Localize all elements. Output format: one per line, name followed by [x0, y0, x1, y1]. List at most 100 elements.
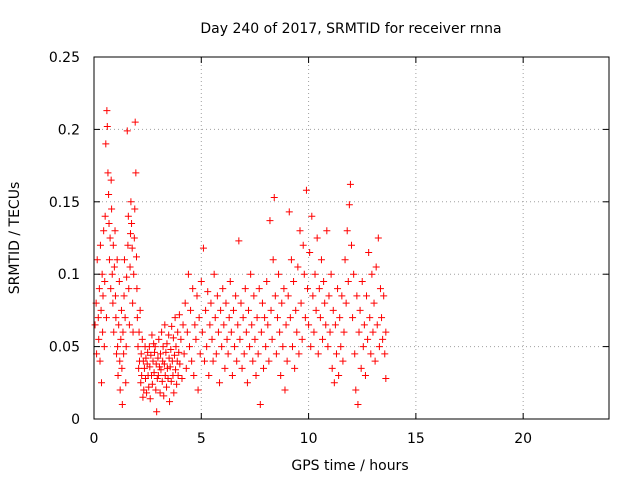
data-point	[150, 369, 158, 377]
data-point	[268, 335, 276, 343]
data-point	[357, 364, 365, 372]
y-tick-label: 0.2	[58, 122, 80, 138]
data-point	[224, 350, 232, 358]
data-point	[116, 357, 124, 365]
data-point	[118, 401, 126, 409]
data-point	[130, 270, 138, 278]
data-point	[241, 285, 249, 293]
data-point	[344, 277, 352, 285]
data-point	[380, 292, 388, 300]
data-point	[311, 270, 319, 278]
data-point	[110, 263, 118, 271]
data-point	[170, 351, 178, 359]
data-point	[102, 140, 110, 148]
data-points	[91, 107, 390, 416]
data-point	[159, 343, 167, 351]
data-point	[378, 314, 386, 322]
data-point	[146, 395, 154, 403]
data-point	[162, 348, 170, 356]
data-point	[192, 335, 200, 343]
data-point	[252, 372, 260, 380]
data-point	[188, 357, 196, 365]
data-point	[214, 328, 222, 336]
data-point	[167, 377, 175, 385]
data-point	[210, 270, 218, 278]
data-point	[113, 256, 121, 264]
data-point	[149, 357, 157, 365]
data-point	[314, 350, 322, 358]
data-point	[132, 253, 140, 261]
data-point	[293, 328, 301, 336]
data-point	[171, 314, 179, 322]
data-point	[203, 343, 211, 351]
data-point	[326, 328, 334, 336]
data-point	[117, 306, 125, 314]
data-point	[337, 343, 345, 351]
data-point	[299, 241, 307, 249]
data-point	[317, 256, 325, 264]
data-point	[313, 234, 321, 242]
data-point	[193, 292, 201, 300]
data-point	[374, 234, 382, 242]
data-point	[263, 277, 271, 285]
chart-title: Day 240 of 2017, SRMTID for receiver rnn…	[200, 21, 501, 37]
data-point	[227, 328, 235, 336]
data-point	[349, 314, 357, 322]
data-point	[183, 328, 191, 336]
data-point	[361, 372, 369, 380]
data-point	[140, 364, 148, 372]
data-point	[139, 393, 147, 401]
data-point	[358, 277, 366, 285]
data-point	[239, 314, 247, 322]
data-point	[201, 357, 209, 365]
data-point	[356, 306, 364, 314]
data-point	[134, 343, 142, 351]
data-point	[345, 201, 353, 209]
data-point	[275, 270, 283, 278]
data-point	[180, 350, 188, 358]
data-point	[341, 256, 349, 264]
data-point	[94, 314, 102, 322]
data-point	[123, 273, 131, 281]
data-point	[226, 277, 234, 285]
data-point	[175, 348, 183, 356]
x-tick-label: 15	[407, 431, 425, 447]
data-point	[114, 343, 122, 351]
data-point	[269, 256, 277, 264]
data-point	[237, 299, 245, 307]
data-point	[343, 227, 351, 235]
data-point	[115, 277, 123, 285]
data-point	[373, 321, 381, 329]
data-point	[99, 292, 107, 300]
data-point	[151, 343, 159, 351]
data-point	[327, 270, 335, 278]
data-point	[355, 328, 363, 336]
data-point	[271, 292, 279, 300]
data-point	[98, 379, 106, 387]
data-point	[290, 277, 298, 285]
data-point	[104, 169, 112, 177]
data-point	[96, 241, 104, 249]
data-point	[360, 321, 368, 329]
data-point	[339, 357, 347, 365]
data-point	[336, 314, 344, 322]
data-point	[142, 354, 150, 362]
data-point	[187, 306, 195, 314]
data-point	[130, 234, 138, 242]
data-point	[225, 314, 233, 322]
data-point	[155, 335, 163, 343]
data-point	[119, 328, 127, 336]
data-point	[288, 343, 296, 351]
data-point	[307, 343, 315, 351]
data-point	[258, 299, 266, 307]
data-point	[189, 285, 197, 293]
data-point	[211, 314, 219, 322]
data-point	[217, 306, 225, 314]
data-point	[232, 292, 240, 300]
data-point	[167, 345, 175, 353]
data-point	[109, 241, 117, 249]
data-point	[126, 263, 134, 271]
data-point	[103, 123, 111, 131]
data-point	[168, 322, 176, 330]
data-point	[176, 360, 184, 368]
